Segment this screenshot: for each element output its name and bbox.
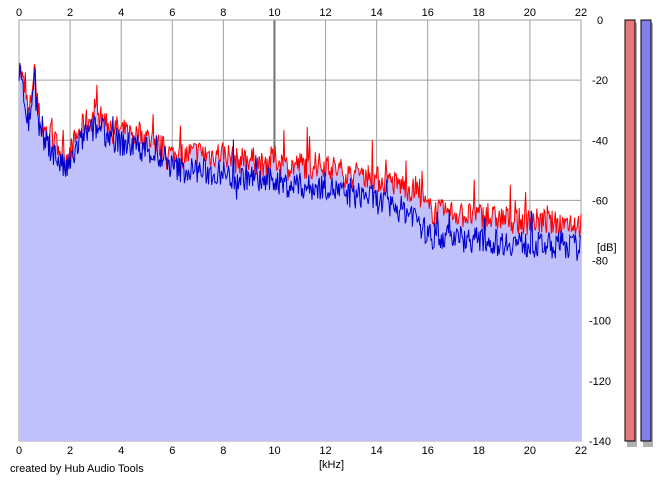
x-tick-label-bottom: 8 [220,445,226,457]
x-tick-label-bottom: 6 [169,445,175,457]
y-tick-labels: 0 -20 -40 -60 -80 -100 -120 -140 [589,15,611,448]
y-tick-label: -60 [592,195,608,207]
x-tick-label-bottom: 12 [319,445,331,457]
y-axis-label: [dB] [597,242,617,254]
y-tick-label: -80 [592,256,608,268]
y-tick-label: 0 [597,15,603,27]
y-tick-label: -40 [592,135,608,147]
x-tick-label-top: 20 [524,7,536,19]
x-tick-label-bottom: 0 [16,445,22,457]
x-tick-label-bottom: 4 [118,445,124,457]
credit-text: created by Hub Audio Tools [10,463,144,475]
series-line-2 [18,62,581,261]
level-meter [624,19,636,442]
x-axis-label: [kHz] [319,459,344,471]
series-line-1 [18,64,582,237]
x-tick-label-bottom: 16 [422,445,434,457]
x-tick-label-bottom: 18 [473,445,485,457]
x-tick-label-top: 16 [422,7,434,19]
x-tick-label-bottom: 2 [67,445,73,457]
x-tick-label-top: 2 [67,7,73,19]
x-tick-label-top: 14 [371,7,383,19]
x-tick-label-top: 4 [118,7,124,19]
x-tick-label-top: 12 [319,7,331,19]
x-tick-label-top: 0 [16,7,22,19]
y-tick-label: -20 [592,75,608,87]
x-tick-label-top: 18 [473,7,485,19]
y-tick-label: -120 [589,376,611,388]
x-tick-label-bottom: 20 [524,445,536,457]
x-tick-label-top: 22 [575,7,587,19]
x-tick-label-top: 8 [220,7,226,19]
level-meters [624,19,653,447]
spectrum-fill-area [19,64,581,442]
y-tick-label: -100 [589,316,611,328]
level-meter [640,19,652,442]
y-tick-label: -140 [589,436,611,448]
series-lines [18,62,582,261]
x-tick-label-bottom: 14 [371,445,383,457]
x-tick-label-bottom: 22 [575,445,587,457]
x-tick-label-bottom: 10 [268,445,280,457]
x-tick-label-top: 6 [169,7,175,19]
x-tick-label-top: 10 [268,7,280,19]
